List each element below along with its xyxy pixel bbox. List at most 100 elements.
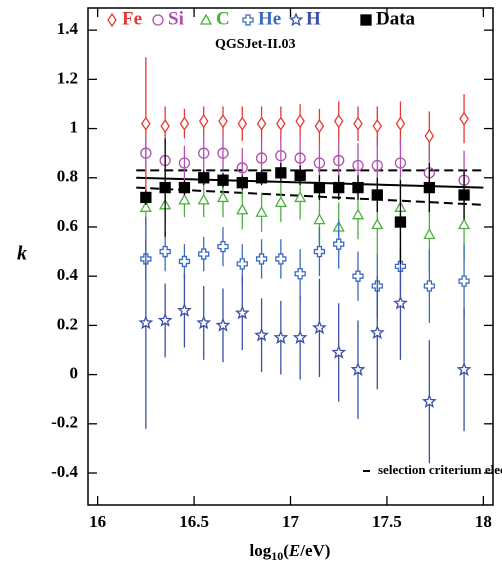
annotation: selection criterium electron-poor bbox=[378, 462, 502, 477]
data-point bbox=[178, 181, 191, 194]
data-point bbox=[198, 248, 210, 260]
data-point bbox=[294, 169, 306, 181]
data-point bbox=[394, 157, 407, 169]
data-point bbox=[395, 116, 406, 131]
data-point bbox=[217, 147, 229, 159]
data-point bbox=[314, 118, 325, 134]
data-point bbox=[333, 181, 345, 194]
legend-label: Si bbox=[168, 8, 184, 29]
x-label-part: log bbox=[250, 541, 272, 560]
data-point bbox=[351, 208, 365, 220]
y-tick-label: 0.6 bbox=[57, 216, 78, 235]
data-point bbox=[352, 159, 364, 172]
data-point bbox=[138, 315, 154, 330]
data-point bbox=[423, 280, 436, 292]
x-label-part: E bbox=[288, 541, 300, 560]
subtitle: QGSJet-II.03 bbox=[215, 37, 296, 52]
legend-label: H bbox=[306, 8, 321, 29]
data-point bbox=[140, 191, 152, 204]
data-point bbox=[274, 196, 287, 208]
data-point bbox=[236, 177, 248, 189]
data-point bbox=[255, 205, 268, 217]
data-point bbox=[350, 361, 366, 376]
data-point bbox=[159, 245, 171, 258]
data-point bbox=[217, 241, 229, 253]
data-point bbox=[254, 327, 269, 342]
data-point bbox=[276, 116, 286, 131]
legend-label: Data bbox=[376, 8, 416, 29]
y-axis-label: k bbox=[17, 243, 27, 265]
data-point bbox=[216, 191, 230, 203]
data-point bbox=[179, 116, 190, 131]
data-point bbox=[217, 174, 229, 186]
data-point bbox=[139, 200, 152, 212]
data-point bbox=[218, 114, 228, 129]
data-point bbox=[371, 218, 384, 230]
data-point bbox=[313, 213, 326, 225]
data-point bbox=[333, 114, 344, 129]
data-point bbox=[255, 172, 268, 184]
data-point bbox=[255, 152, 268, 164]
data-point bbox=[458, 275, 470, 287]
data-point bbox=[178, 255, 191, 268]
data-point bbox=[255, 253, 268, 265]
data-point bbox=[236, 162, 248, 174]
data-point bbox=[331, 344, 347, 359]
data-point bbox=[456, 361, 472, 376]
data-point bbox=[313, 181, 326, 194]
data-point bbox=[372, 118, 383, 134]
data-point bbox=[140, 147, 152, 159]
x-label-part: /eV) bbox=[299, 541, 330, 560]
data-point bbox=[457, 218, 471, 230]
y-tick-label: 0.4 bbox=[57, 265, 79, 284]
legend-label: He bbox=[258, 8, 281, 29]
legend-marker bbox=[199, 13, 213, 25]
data-point bbox=[352, 181, 364, 194]
data-point bbox=[353, 116, 363, 131]
data-point bbox=[423, 181, 436, 194]
data-point bbox=[159, 181, 171, 194]
data-point bbox=[141, 116, 151, 131]
data-point bbox=[215, 317, 231, 332]
legend-marker bbox=[152, 14, 164, 26]
data-point bbox=[198, 114, 209, 129]
data-point bbox=[333, 238, 345, 250]
data-point bbox=[275, 253, 287, 265]
data-point bbox=[275, 149, 287, 162]
data-point bbox=[423, 228, 436, 240]
data-point bbox=[160, 118, 170, 134]
x-label-part: ( bbox=[283, 541, 289, 560]
y-tick-label: 1.2 bbox=[57, 68, 78, 87]
data-point bbox=[394, 216, 407, 228]
data-point bbox=[292, 329, 308, 344]
data-point bbox=[275, 167, 287, 179]
x-label-part: 10 bbox=[271, 549, 283, 563]
data-point bbox=[333, 154, 345, 167]
data-point bbox=[157, 312, 173, 327]
data-point bbox=[459, 111, 469, 126]
data-point bbox=[369, 324, 385, 340]
data-point bbox=[421, 393, 437, 408]
data-point bbox=[312, 320, 327, 335]
x-tick-label: 17 bbox=[282, 512, 300, 531]
x-axis-label: log10(E/eV) bbox=[250, 541, 331, 563]
x-tick-label: 17.5 bbox=[372, 512, 402, 531]
legend-label: Fe bbox=[122, 8, 142, 29]
y-tick-label: 0 bbox=[70, 364, 79, 383]
y-tick-label: 0.2 bbox=[57, 314, 78, 333]
data-point bbox=[352, 270, 364, 282]
y-tick-label: 0.8 bbox=[57, 167, 78, 186]
legend-marker bbox=[360, 14, 372, 26]
data-point bbox=[197, 193, 210, 205]
y-tick-label: -0.2 bbox=[51, 413, 78, 432]
data-point bbox=[313, 245, 326, 258]
data-point bbox=[237, 116, 248, 131]
y-tick-label: 1 bbox=[70, 117, 79, 136]
data-point bbox=[178, 157, 191, 169]
data-point bbox=[236, 258, 248, 270]
data-point bbox=[458, 189, 470, 201]
legend-marker bbox=[288, 12, 304, 27]
data-point bbox=[371, 159, 383, 172]
data-point bbox=[393, 295, 408, 310]
